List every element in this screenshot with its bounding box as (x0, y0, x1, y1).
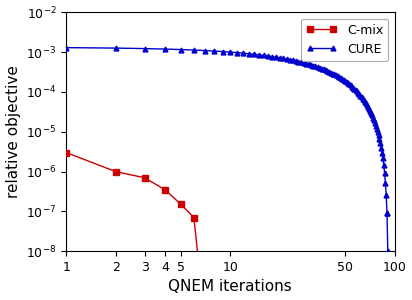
C-mix (192, 216, 197, 219)
CURE (370, 116, 375, 119)
X-axis label: QNEM iterations: QNEM iterations (169, 279, 292, 294)
CURE (64, 46, 69, 50)
CURE (385, 249, 390, 253)
CURE (349, 85, 354, 88)
C-mix (178, 202, 183, 206)
Line: CURE: CURE (64, 45, 390, 254)
C-mix (142, 176, 147, 179)
Y-axis label: relative objective: relative objective (5, 65, 21, 198)
Line: C-mix: C-mix (63, 150, 197, 220)
CURE (365, 103, 370, 107)
C-mix (113, 170, 118, 173)
CURE (369, 111, 374, 115)
C-mix (163, 188, 168, 191)
C-mix (64, 151, 69, 154)
CURE (373, 124, 378, 127)
Legend: C-mix, CURE: C-mix, CURE (301, 19, 388, 61)
CURE (370, 113, 375, 117)
